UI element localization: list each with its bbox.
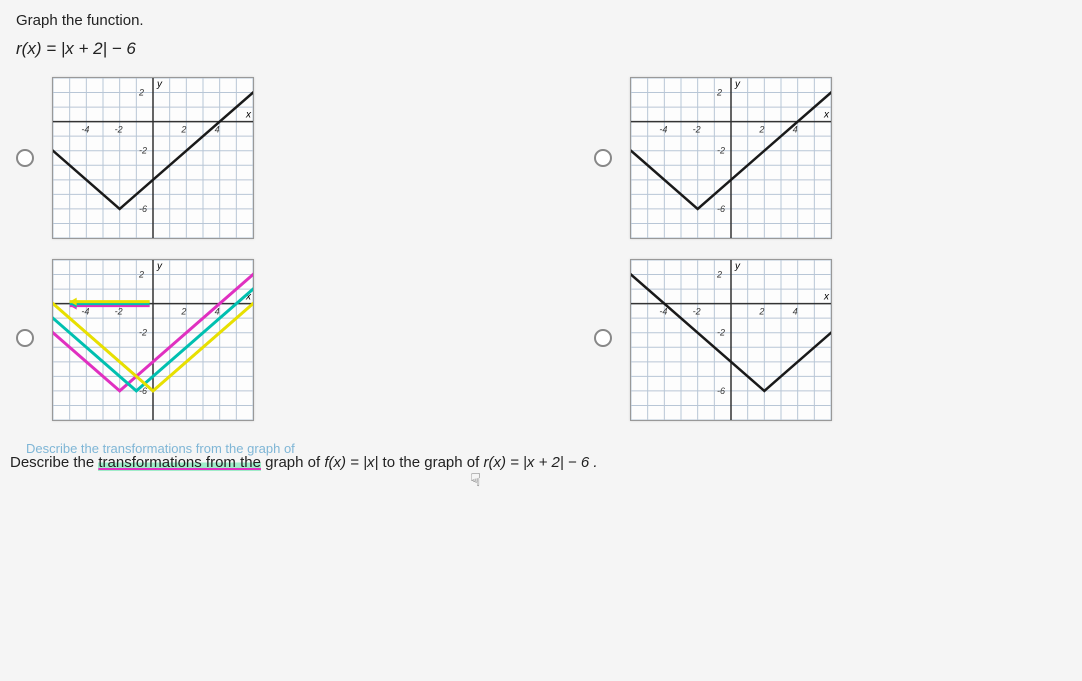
svg-text:-2: -2 (115, 307, 123, 317)
hand-cursor-icon: ☟ (470, 470, 481, 491)
svg-text:2: 2 (758, 125, 764, 135)
option-a[interactable]: xy-4-2242-2-6 (16, 77, 254, 239)
svg-text:4: 4 (793, 307, 798, 317)
describe-part-b: transformations from the (98, 454, 261, 471)
svg-text:-4: -4 (659, 125, 667, 135)
svg-text:x: x (823, 292, 830, 303)
prompt-text: Graph the function. (16, 12, 1066, 29)
svg-text:y: y (734, 79, 741, 90)
graph-d: x y -4 -2 2 4 2 -2 -6 (630, 259, 832, 421)
describe-part-a: Describe the (10, 454, 98, 471)
svg-text:-2: -2 (139, 146, 147, 156)
describe-part-c: graph of (261, 454, 324, 471)
graph-a: xy-4-2242-2-6 (52, 77, 254, 239)
svg-text:-2: -2 (115, 125, 123, 135)
svg-text:2: 2 (138, 88, 144, 98)
svg-text:2: 2 (138, 270, 144, 280)
svg-text:y: y (156, 79, 163, 90)
option-d[interactable]: x y -4 -2 2 4 2 -2 -6 (594, 259, 832, 421)
radio-icon[interactable] (594, 329, 612, 347)
svg-text:y: y (734, 261, 741, 272)
svg-text:2: 2 (716, 270, 722, 280)
describe-mid: to the graph of (378, 454, 483, 471)
svg-text:2: 2 (180, 125, 186, 135)
graph-c: xy-4-2242-2-6 (52, 259, 254, 421)
svg-text:2: 2 (180, 307, 186, 317)
option-c[interactable]: xy-4-2242-2-6 (16, 259, 254, 421)
describe-rx: r(x) = |x + 2| − 6 . (483, 454, 597, 471)
svg-text:-4: -4 (81, 125, 89, 135)
radio-icon[interactable] (594, 149, 612, 167)
radio-icon[interactable] (16, 149, 34, 167)
graph-b: xy-4-2242-2-6 (630, 77, 832, 239)
svg-text:y: y (156, 261, 163, 272)
radio-icon[interactable] (16, 329, 34, 347)
describe-fx: f(x) = |x| (324, 454, 378, 471)
svg-text:x: x (823, 110, 830, 121)
svg-text:-6: -6 (139, 204, 147, 214)
svg-text:-4: -4 (81, 307, 89, 317)
svg-text:-6: -6 (717, 386, 725, 396)
describe-text: Describe the transformations from the gr… (10, 454, 1066, 471)
svg-text:2: 2 (716, 88, 722, 98)
option-b[interactable]: xy-4-2242-2-6 (594, 77, 832, 239)
svg-text:-2: -2 (717, 146, 725, 156)
svg-text:2: 2 (758, 307, 764, 317)
svg-text:-2: -2 (139, 328, 147, 338)
equation-text: r(x) = |x + 2| − 6 (16, 39, 1066, 59)
svg-text:-2: -2 (717, 328, 725, 338)
svg-text:-2: -2 (693, 125, 701, 135)
svg-text:x: x (245, 110, 252, 121)
svg-text:-4: -4 (659, 307, 667, 317)
svg-text:-2: -2 (693, 307, 701, 317)
svg-text:-6: -6 (717, 204, 725, 214)
